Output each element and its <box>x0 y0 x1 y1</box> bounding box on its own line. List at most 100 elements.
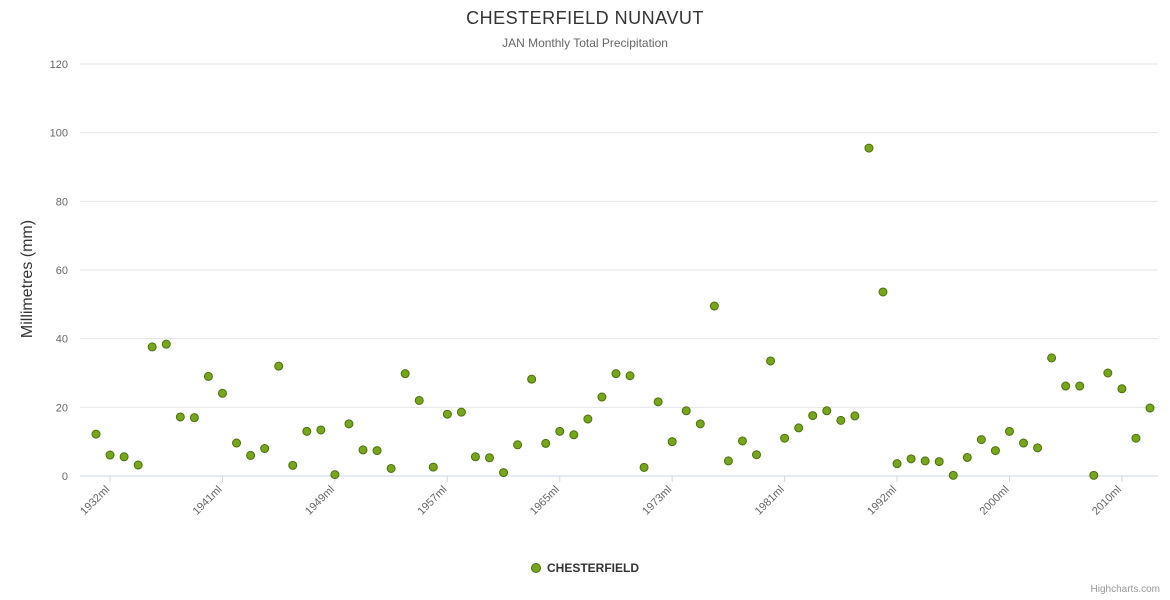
data-point[interactable] <box>962 452 972 462</box>
data-point[interactable] <box>625 371 635 381</box>
data-point[interactable] <box>260 444 270 454</box>
data-point[interactable] <box>386 463 396 473</box>
data-point[interactable] <box>133 460 143 470</box>
data-point[interactable] <box>752 450 762 460</box>
data-point[interactable] <box>1019 438 1029 448</box>
data-point[interactable] <box>484 453 494 463</box>
y-tick-label: 40 <box>56 334 68 346</box>
data-point[interactable] <box>934 457 944 467</box>
data-point[interactable] <box>288 460 298 470</box>
y-tick-label: 60 <box>56 265 68 277</box>
data-point[interactable] <box>920 456 930 466</box>
data-point[interactable] <box>1145 403 1155 413</box>
data-point[interactable] <box>836 415 846 425</box>
data-point[interactable] <box>850 411 860 421</box>
data-point[interactable] <box>527 374 537 384</box>
data-point[interactable] <box>611 369 621 379</box>
data-point[interactable] <box>470 452 480 462</box>
data-point[interactable] <box>709 301 719 311</box>
data-point[interactable] <box>808 411 818 421</box>
x-tick-label: 1949ml <box>303 484 337 518</box>
data-point[interactable] <box>1033 443 1043 453</box>
y-tick-label: 0 <box>62 471 68 483</box>
data-point[interactable] <box>316 425 326 435</box>
data-point[interactable] <box>976 435 986 445</box>
data-point[interactable] <box>1061 381 1071 391</box>
data-point[interactable] <box>892 459 902 469</box>
data-point[interactable] <box>147 342 157 352</box>
x-tick-label: 2000ml <box>978 484 1012 518</box>
data-point[interactable] <box>569 430 579 440</box>
legend-item-chesterfield[interactable]: CHESTERFIELD <box>530 561 639 575</box>
data-point[interactable] <box>1047 353 1057 363</box>
data-point[interactable] <box>302 426 312 436</box>
data-point[interactable] <box>442 409 452 419</box>
data-point[interactable] <box>414 395 424 405</box>
data-point[interactable] <box>597 392 607 402</box>
data-point[interactable] <box>878 287 888 297</box>
data-point[interactable] <box>906 454 916 464</box>
data-point[interactable] <box>681 406 691 416</box>
data-point[interactable] <box>203 371 213 381</box>
y-tick-label: 20 <box>56 402 68 414</box>
data-point[interactable] <box>274 361 284 371</box>
data-point[interactable] <box>990 446 1000 456</box>
y-axis-title: Millimetres (mm) <box>19 219 36 339</box>
data-point[interactable] <box>794 423 804 433</box>
data-point[interactable] <box>1117 384 1127 394</box>
data-point[interactable] <box>105 450 115 460</box>
data-point[interactable] <box>358 445 368 455</box>
y-tick-label: 120 <box>50 59 68 71</box>
data-point[interactable] <box>1075 381 1085 391</box>
data-point[interactable] <box>119 452 129 462</box>
data-point[interactable] <box>217 388 227 398</box>
data-point[interactable] <box>456 407 466 417</box>
data-point[interactable] <box>822 406 832 416</box>
data-point[interactable] <box>737 436 747 446</box>
data-point[interactable] <box>372 446 382 456</box>
data-point[interactable] <box>780 433 790 443</box>
data-point[interactable] <box>1004 426 1014 436</box>
x-tick-label: 1941ml <box>191 484 225 518</box>
data-point[interactable] <box>161 339 171 349</box>
x-tick-label: 2010ml <box>1090 484 1124 518</box>
data-point[interactable] <box>583 414 593 424</box>
data-point[interactable] <box>948 470 958 480</box>
y-tick-label: 100 <box>50 128 68 140</box>
x-tick-label: 1932ml <box>78 484 112 518</box>
chart-title: CHESTERFIELD NUNAVUT <box>466 8 704 28</box>
data-point[interactable] <box>91 429 101 439</box>
data-point[interactable] <box>653 397 663 407</box>
y-tick-label: 80 <box>56 196 68 208</box>
legend: CHESTERFIELD <box>0 560 1170 578</box>
x-tick-label: 1965ml <box>528 484 562 518</box>
credits-link[interactable]: Highcharts.com <box>1090 584 1160 595</box>
data-point[interactable] <box>428 462 438 472</box>
data-point[interactable] <box>639 462 649 472</box>
data-point[interactable] <box>189 413 199 423</box>
data-point[interactable] <box>1131 433 1141 443</box>
x-tick-label: 1957ml <box>415 484 449 518</box>
series-marker-icon <box>530 563 541 573</box>
data-point[interactable] <box>541 438 551 448</box>
data-point[interactable] <box>864 143 874 153</box>
data-point[interactable] <box>695 419 705 429</box>
data-point[interactable] <box>330 470 340 480</box>
data-point[interactable] <box>667 437 677 447</box>
data-point[interactable] <box>766 356 776 366</box>
data-point[interactable] <box>246 450 256 460</box>
data-point[interactable] <box>1089 470 1099 480</box>
x-tick-label: 1973ml <box>640 484 674 518</box>
data-point[interactable] <box>723 456 733 466</box>
data-point[interactable] <box>555 426 565 436</box>
x-tick-label: 1992ml <box>865 484 899 518</box>
data-point[interactable] <box>232 438 242 448</box>
data-point[interactable] <box>175 412 185 422</box>
data-point[interactable] <box>499 468 509 478</box>
data-point[interactable] <box>1103 368 1113 378</box>
data-point[interactable] <box>344 419 354 429</box>
data-point[interactable] <box>513 440 523 450</box>
data-point[interactable] <box>400 369 410 379</box>
